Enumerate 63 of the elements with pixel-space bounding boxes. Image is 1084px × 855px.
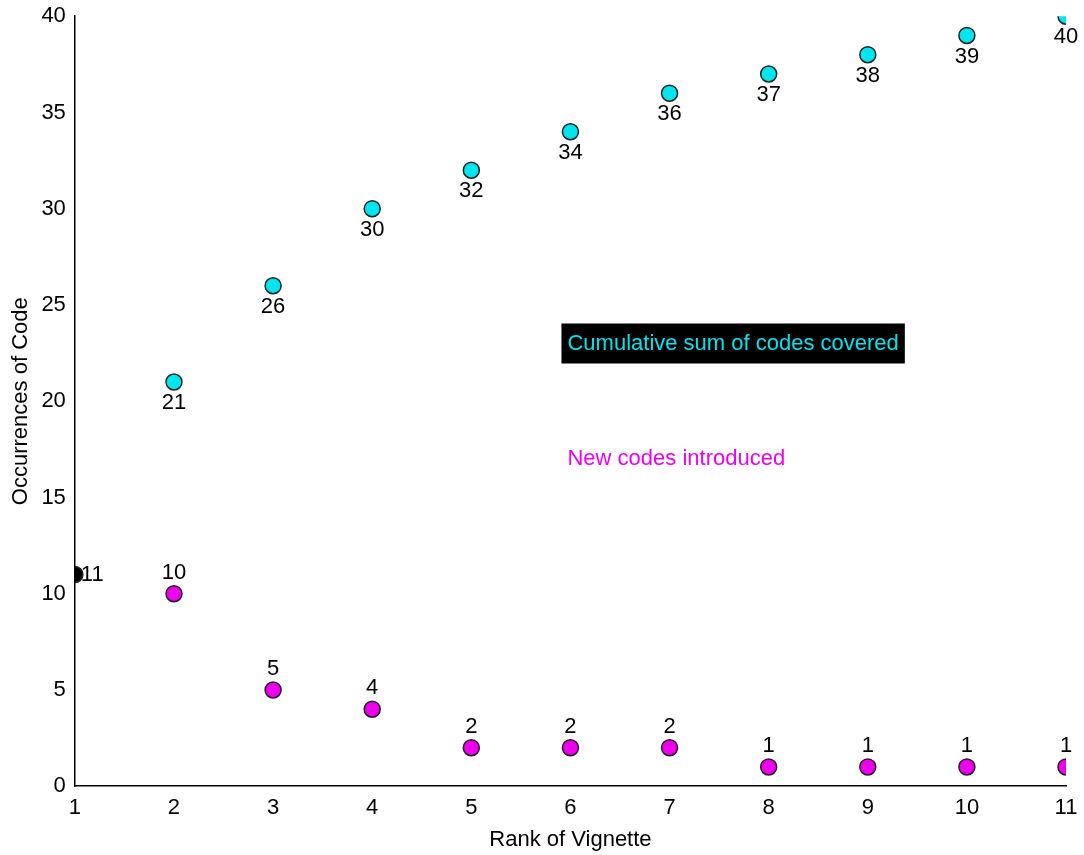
point: [759, 65, 778, 83]
text: Cumulative sum of codes covered: [567, 329, 899, 355]
point: [660, 84, 679, 102]
data-label: 1: [1059, 732, 1073, 758]
point: [759, 758, 778, 776]
data-label: 40: [1053, 23, 1079, 49]
x-tick-label: 9: [861, 794, 874, 820]
y-tick-label: 30: [41, 194, 66, 220]
x-tick-label: 11: [1054, 794, 1078, 820]
point: [264, 681, 282, 699]
data-label: 5: [266, 655, 280, 681]
data-label: 30: [359, 215, 385, 241]
point: [561, 122, 580, 141]
data-label: 1: [960, 732, 974, 758]
point: [363, 199, 381, 218]
y-axis-title: Occurrences of Code: [7, 297, 33, 506]
x-tick-label: 4: [366, 794, 379, 820]
y-tick-label: 40: [41, 2, 66, 28]
point: [859, 45, 877, 64]
data-label: 2: [663, 712, 676, 738]
x-tick-label: 2: [167, 794, 181, 820]
data-label: 4: [366, 674, 379, 700]
y-tick-label: 15: [41, 483, 66, 509]
point: [958, 758, 976, 776]
y-tick-label: 10: [41, 579, 66, 605]
x-axis-title: Rank of Vignette: [489, 825, 652, 851]
y-tick-label: 20: [41, 387, 66, 413]
data-label: 11: [80, 560, 104, 586]
data-label: 37: [756, 81, 781, 107]
x-tick-label: 7: [663, 794, 676, 820]
y-tick-label: 35: [41, 98, 66, 124]
point: [561, 738, 580, 757]
x-tick-label: 10: [954, 794, 980, 820]
data-label: 34: [558, 138, 583, 164]
data-label: 38: [855, 61, 881, 87]
data-label: 1: [762, 732, 775, 758]
x-tick-label: 8: [762, 794, 775, 820]
data-label: 2: [564, 712, 577, 738]
x-tick-label: 1: [68, 794, 81, 820]
point: [264, 276, 282, 295]
data-label: 32: [459, 177, 484, 203]
point: [462, 738, 481, 757]
point: [165, 373, 183, 391]
data-label: 21: [161, 389, 187, 415]
y-tick-label: 0: [53, 772, 66, 798]
data-label: 10: [161, 558, 187, 584]
point: [165, 584, 183, 603]
data-label: 2: [465, 712, 478, 738]
x-tick-label: 5: [465, 794, 478, 820]
data-label: 1: [861, 732, 874, 758]
x-tick-label: 3: [266, 794, 280, 820]
data-label: 36: [657, 100, 682, 126]
point: [363, 700, 381, 718]
x-tick-label: 6: [564, 794, 577, 820]
point: [859, 758, 877, 776]
text: New codes introduced: [567, 445, 786, 471]
point: [462, 161, 481, 179]
point: [660, 738, 679, 757]
y-tick-label: 25: [41, 291, 66, 317]
data-label: 26: [260, 292, 286, 318]
data-label: 39: [954, 42, 980, 68]
y-tick-label: 5: [53, 676, 66, 702]
point: [958, 26, 976, 45]
